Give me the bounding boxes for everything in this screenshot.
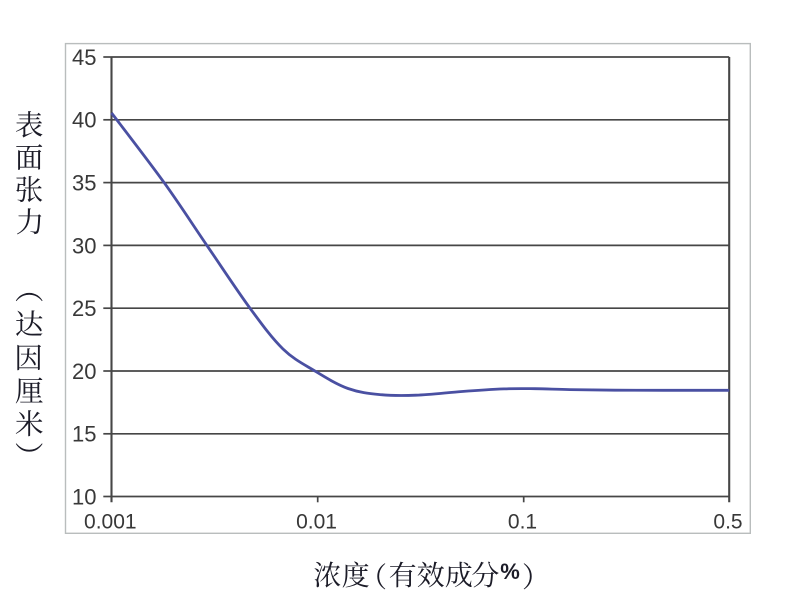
svg-text:0.001: 0.001: [84, 511, 137, 534]
svg-text:0.1: 0.1: [508, 511, 537, 534]
svg-text:25: 25: [72, 296, 96, 321]
svg-text:20: 20: [72, 359, 96, 384]
svg-text:40: 40: [72, 108, 96, 133]
svg-text:0.01: 0.01: [296, 511, 337, 534]
svg-text:15: 15: [72, 422, 96, 447]
svg-text:45: 45: [72, 45, 96, 70]
svg-text:%: %: [500, 559, 520, 584]
svg-text:10: 10: [72, 484, 96, 509]
svg-text:0.5: 0.5: [713, 511, 742, 534]
svg-text:35: 35: [72, 171, 96, 196]
svg-text:30: 30: [72, 233, 96, 258]
